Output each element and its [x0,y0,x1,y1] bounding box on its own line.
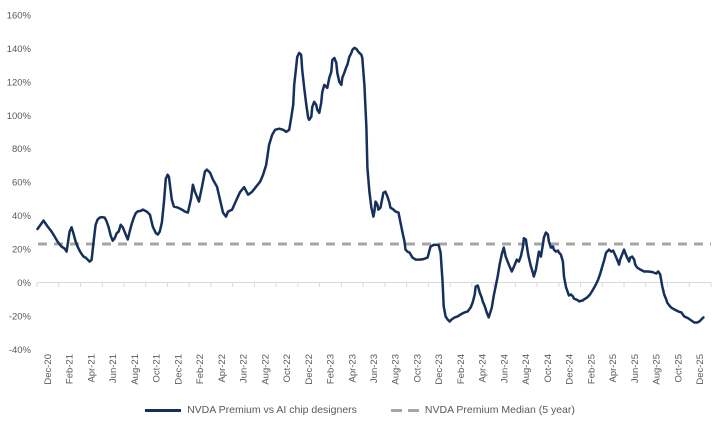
nvda-premium-series-line [36,46,705,324]
x-axis-label: Jun-25 [630,354,641,383]
y-axis-label: 0% [17,278,31,289]
x-axis-label: Apr-22 [217,354,228,383]
x-axis-label: Oct-23 [412,354,423,383]
x-axis-label: Jun-23 [369,354,380,383]
x-axis-label: Dec-23 [434,354,445,385]
y-axis-label: 100% [7,111,32,122]
x-axis-label: Aug-24 [521,354,532,385]
y-axis-label: -40% [9,345,32,356]
x-axis-label: Dec-20 [43,354,54,385]
y-axis-label: 160% [7,10,32,21]
line-chart-plot-area: 160% 140% 120% 100% 80% 60% 40% 20% 0% -20% -40% De… [7,10,712,385]
x-axis-label: Dec-22 [304,354,315,385]
x-axis-label: Aug-25 [652,354,663,385]
median-dash-swatch [390,408,419,412]
legend-label-series: NVDA Premium vs AI chip designers [187,404,357,416]
y-axis-label: 80% [12,144,32,155]
x-axis-label: Oct-25 [673,354,684,383]
y-axis-label: 40% [12,211,32,222]
x-axis-label: Dec-25 [695,354,706,385]
y-axis-label: 20% [12,245,32,256]
legend-label-median: NVDA Premium Median (5 year) [424,404,575,416]
x-axis-label: Oct-21 [152,354,163,383]
x-axis-label: Jun-24 [499,354,510,383]
x-axis-label: Apr-23 [347,354,358,383]
x-axis-label: Dec-21 [173,354,184,385]
x-axis-label: Aug-22 [260,354,271,385]
chart-legend: NVDA Premium vs AI chip designers NVDA P… [0,404,720,416]
x-axis-label: Aug-21 [130,354,141,385]
x-axis-label: Jun-22 [239,354,250,383]
y-axis-label: 120% [7,77,32,88]
legend-item-series: NVDA Premium vs AI chip designers [145,404,357,416]
x-axis-label: Oct-22 [282,354,293,383]
x-axis-label: Dec-24 [565,354,576,385]
x-axis-label: Feb-22 [195,354,206,384]
y-axis-label: -20% [9,311,32,322]
x-axis-label: Oct-24 [543,354,554,383]
x-axis-label: Feb-25 [586,354,597,384]
x-axis-label: Feb-24 [456,354,467,384]
x-axis-label: Feb-23 [326,354,337,384]
x-axis-label: Feb-21 [65,354,76,384]
series-line-swatch [145,408,182,412]
x-axis-label: Apr-25 [608,354,619,383]
y-axis-label: 140% [7,44,32,55]
legend-item-median: NVDA Premium Median (5 year) [390,404,575,416]
x-axis-label: Apr-21 [86,354,97,383]
y-axis-label: 60% [12,178,32,189]
x-axis-label: Aug-23 [391,354,402,385]
x-axis-label: Jun-21 [108,354,119,383]
x-axis-label: Apr-24 [478,354,489,383]
